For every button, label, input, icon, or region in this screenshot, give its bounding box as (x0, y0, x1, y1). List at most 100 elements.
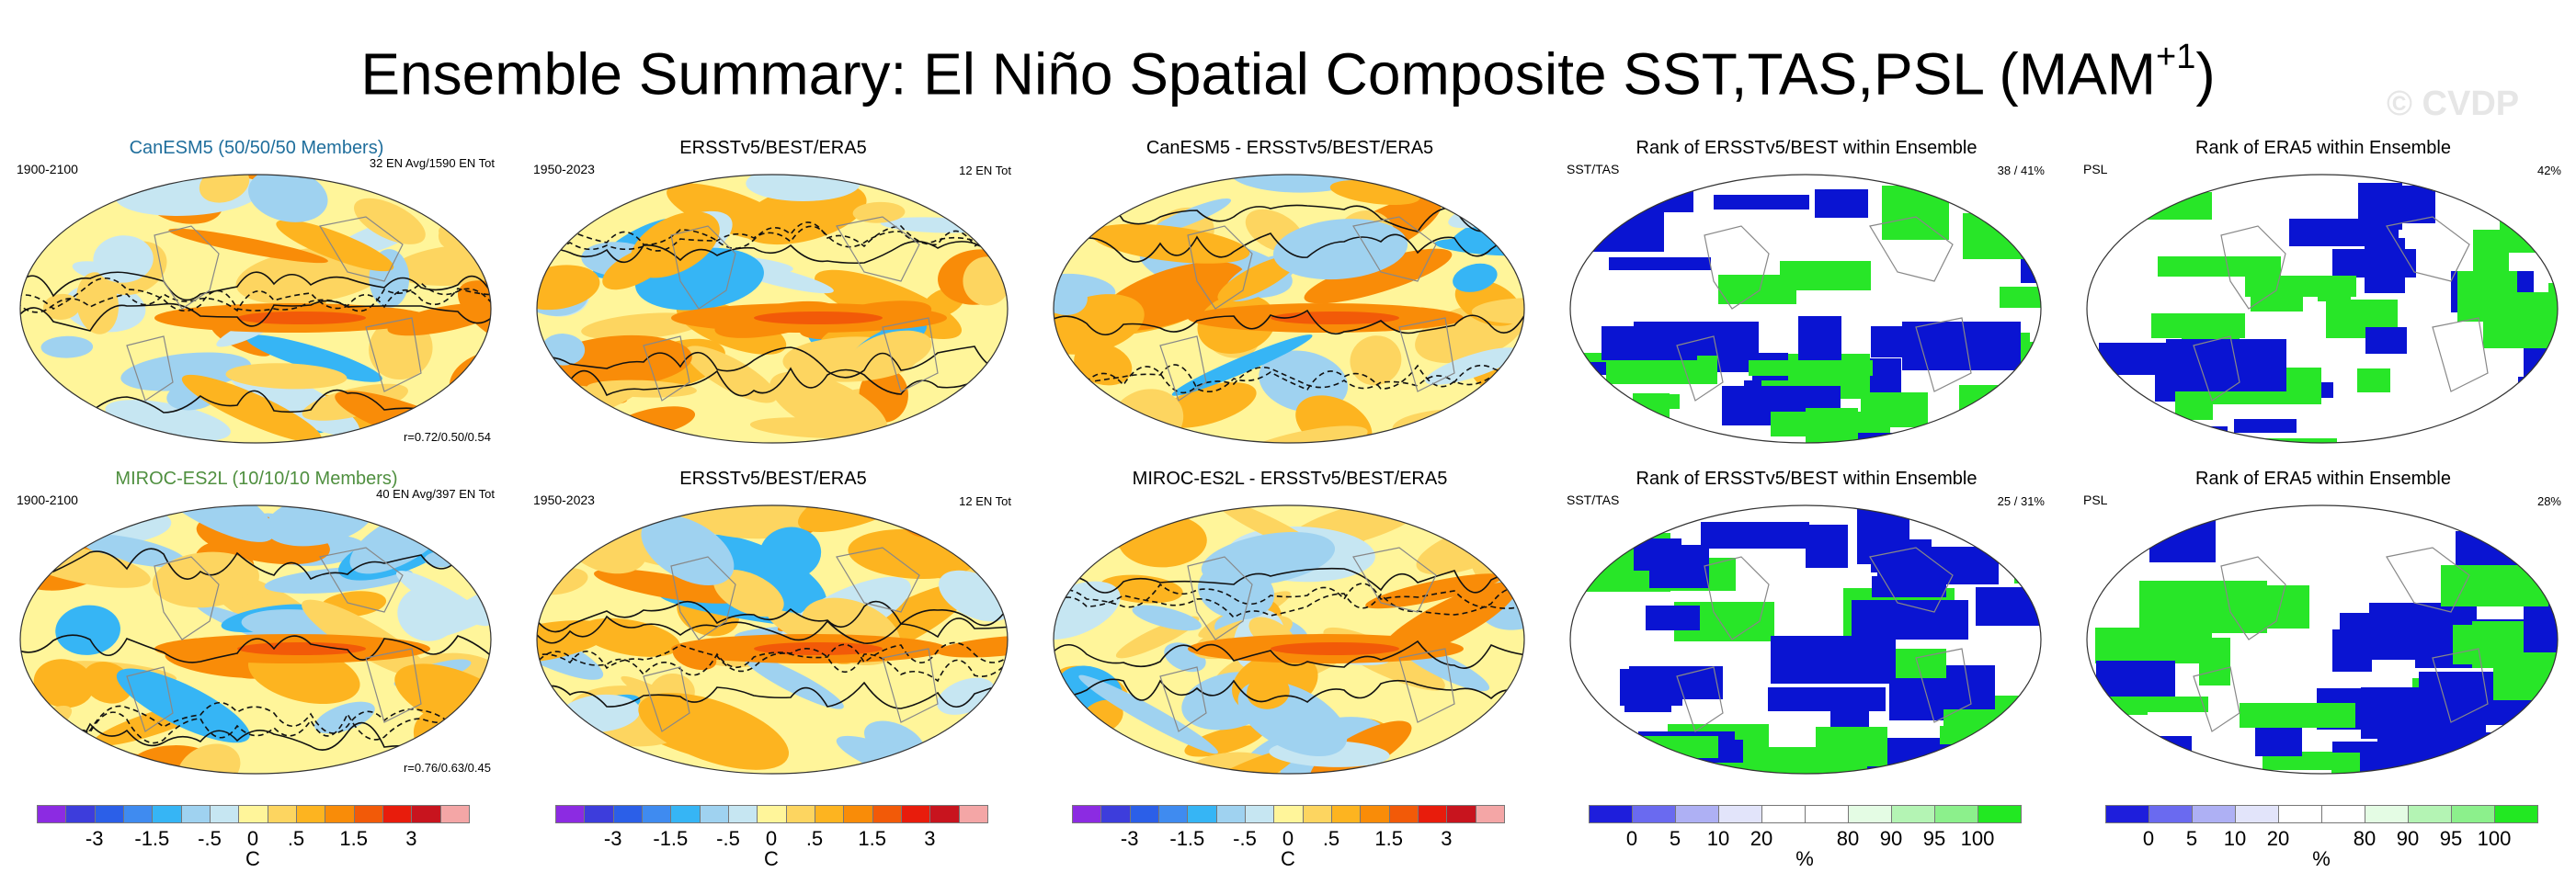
colorbar-swatch (1589, 805, 1633, 823)
colorbar-swatch (1072, 805, 1102, 823)
colorbar-swatch (1418, 805, 1448, 823)
colorbar-swatch (728, 805, 758, 823)
colorbar-tick-label: -.5 (198, 827, 222, 850)
colorbar-swatch (1302, 805, 1332, 823)
colorbar-swatch (612, 805, 643, 823)
colorbar-swatch (2494, 805, 2538, 823)
colorbar-swatch (1388, 805, 1419, 823)
panel-left-label: 1950-2023 (533, 162, 595, 176)
colorbar-swatch (1215, 805, 1246, 823)
colorbar-swatch (94, 805, 124, 823)
colorbar-tick-label: 1.5 (339, 827, 368, 850)
colorbar-tick-label: 3 (924, 827, 936, 850)
colorbar-tick-label: 10 (2223, 827, 2247, 850)
colorbar-swatch (2321, 805, 2365, 823)
rank-map (1569, 174, 2042, 444)
map-panel: MIROC-ES2L - ERSSTv5/BEST/ERA5 (1046, 469, 1533, 781)
colorbar-swatch (1891, 805, 1935, 823)
map-panel: ERSSTv5/BEST/ERA5 1950-2023 12 EN Tot (530, 469, 1017, 781)
colorbar-tick-label: 3 (1441, 827, 1453, 850)
colorbar-swatch (1675, 805, 1719, 823)
colorbar-swatch (411, 805, 441, 823)
panel-left-label: PSL (2083, 162, 2108, 176)
anomaly-map (536, 504, 1009, 775)
colorbar-swatch (180, 805, 211, 823)
colorbar-tick-label: 20 (2266, 827, 2290, 850)
panel-title: MIROC-ES2L (10/10/10 Members) (115, 469, 398, 489)
colorbar-swatch (267, 805, 297, 823)
colorbar-swatch (2149, 805, 2193, 823)
panel-title: ERSSTv5/BEST/ERA5 (679, 138, 867, 158)
panel-title: ERSSTv5/BEST/ERA5 (679, 469, 867, 489)
colorbar-swatch (1446, 805, 1476, 823)
map-panel: Rank of ERA5 within Ensemble PSL 28% (2080, 469, 2567, 781)
panel-left-label: 1950-2023 (533, 493, 595, 507)
colorbar-tick-label: -1.5 (653, 827, 689, 850)
panel-title: Rank of ERSSTv5/BEST within Ensemble (1636, 469, 1978, 489)
colorbar-tick-label: 100 (1960, 827, 1995, 850)
colorbar-swatch (325, 805, 355, 823)
colorbar-tick-label: 5 (2185, 827, 2198, 850)
colorbar-swatch (296, 805, 326, 823)
figure-title: Ensemble Summary: El Niño Spatial Compos… (360, 38, 2216, 108)
colorbar-tick-label: 1.5 (858, 827, 886, 850)
colorbar-tick-label: .5 (287, 827, 305, 850)
panel-right-label: 12 EN Tot (959, 494, 1011, 508)
rank-map (2086, 504, 2559, 775)
colorbar-swatch (2408, 805, 2452, 823)
rank-colorbar: 0 5 10 20 80 90 95 100% (2105, 805, 2538, 878)
rank-map (1569, 504, 2042, 775)
temperature-colorbar: -3 -1.5 -.5 0 .5 1.5 3 C (1072, 805, 1505, 878)
colorbar-swatch (2451, 805, 2495, 823)
colorbar-tick-label: 5 (1669, 827, 1681, 850)
colorbar-tick-label: -.5 (1233, 827, 1257, 850)
map-panel: Rank of ERSSTv5/BEST within Ensemble SST/… (1563, 138, 2050, 450)
colorbar-unit: % (2312, 847, 2331, 870)
colorbar-swatch (1934, 805, 1978, 823)
colorbar-swatch (382, 805, 413, 823)
colorbar-swatch (65, 805, 96, 823)
colorbar-tick-label: 100 (2477, 827, 2512, 850)
colorbar-swatch (1158, 805, 1189, 823)
colorbar-swatch (929, 805, 960, 823)
colorbar-tick-label: 90 (2396, 827, 2420, 850)
colorbar-swatch (1245, 805, 1275, 823)
pattern-correlation-label: r=0.76/0.63/0.45 (403, 761, 491, 775)
colorbar-tick-label: -1.5 (134, 827, 170, 850)
pattern-correlation-label: r=0.72/0.50/0.54 (403, 430, 491, 444)
colorbar-swatch (1475, 805, 1505, 823)
colorbar-tick-label: 20 (1750, 827, 1773, 850)
colorbar-swatch (2278, 805, 2322, 823)
colorbar-swatch (238, 805, 268, 823)
colorbar-unit: C (764, 847, 779, 870)
colorbar-unit: % (1795, 847, 1814, 870)
colorbar-unit: C (1281, 847, 1295, 870)
colorbar-tick-label: 0 (765, 827, 778, 850)
colorbar-swatch (439, 805, 470, 823)
watermark-logo: © CVDP (2387, 85, 2520, 123)
panel-left-label: 1900-2100 (17, 162, 78, 176)
colorbar-swatch (757, 805, 787, 823)
colorbar-swatch (1331, 805, 1362, 823)
colorbar-swatch (843, 805, 873, 823)
colorbar-tick-label: .5 (805, 827, 824, 850)
colorbar-swatch (123, 805, 154, 823)
colorbar-tick-label: -3 (1120, 827, 1139, 850)
colorbar-swatch (37, 805, 67, 823)
colorbar-swatch (2365, 805, 2409, 823)
anomaly-map (19, 174, 492, 444)
colorbar-swatch (2235, 805, 2279, 823)
panel-right-label: 40 EN Avg/397 EN Tot (376, 487, 495, 501)
panel-right-label: 28% (2536, 494, 2561, 508)
colorbar-tick-label: 0 (2142, 827, 2155, 850)
colorbar-swatch (555, 805, 586, 823)
colorbar-tick-label: 10 (1706, 827, 1730, 850)
colorbar-tick-label: -.5 (716, 827, 740, 850)
colorbar-tick-label: 1.5 (1374, 827, 1403, 850)
colorbar-tick-label: -3 (603, 827, 622, 850)
map-panel: ERSSTv5/BEST/ERA5 1950-2023 12 EN Tot (530, 138, 1017, 450)
colorbar-tick-label: 0 (246, 827, 259, 850)
panel-title: MIROC-ES2L - ERSSTv5/BEST/ERA5 (1132, 469, 1448, 489)
panel-title: Rank of ERA5 within Ensemble (2195, 469, 2451, 489)
colorbar-tick-label: -3 (85, 827, 104, 850)
